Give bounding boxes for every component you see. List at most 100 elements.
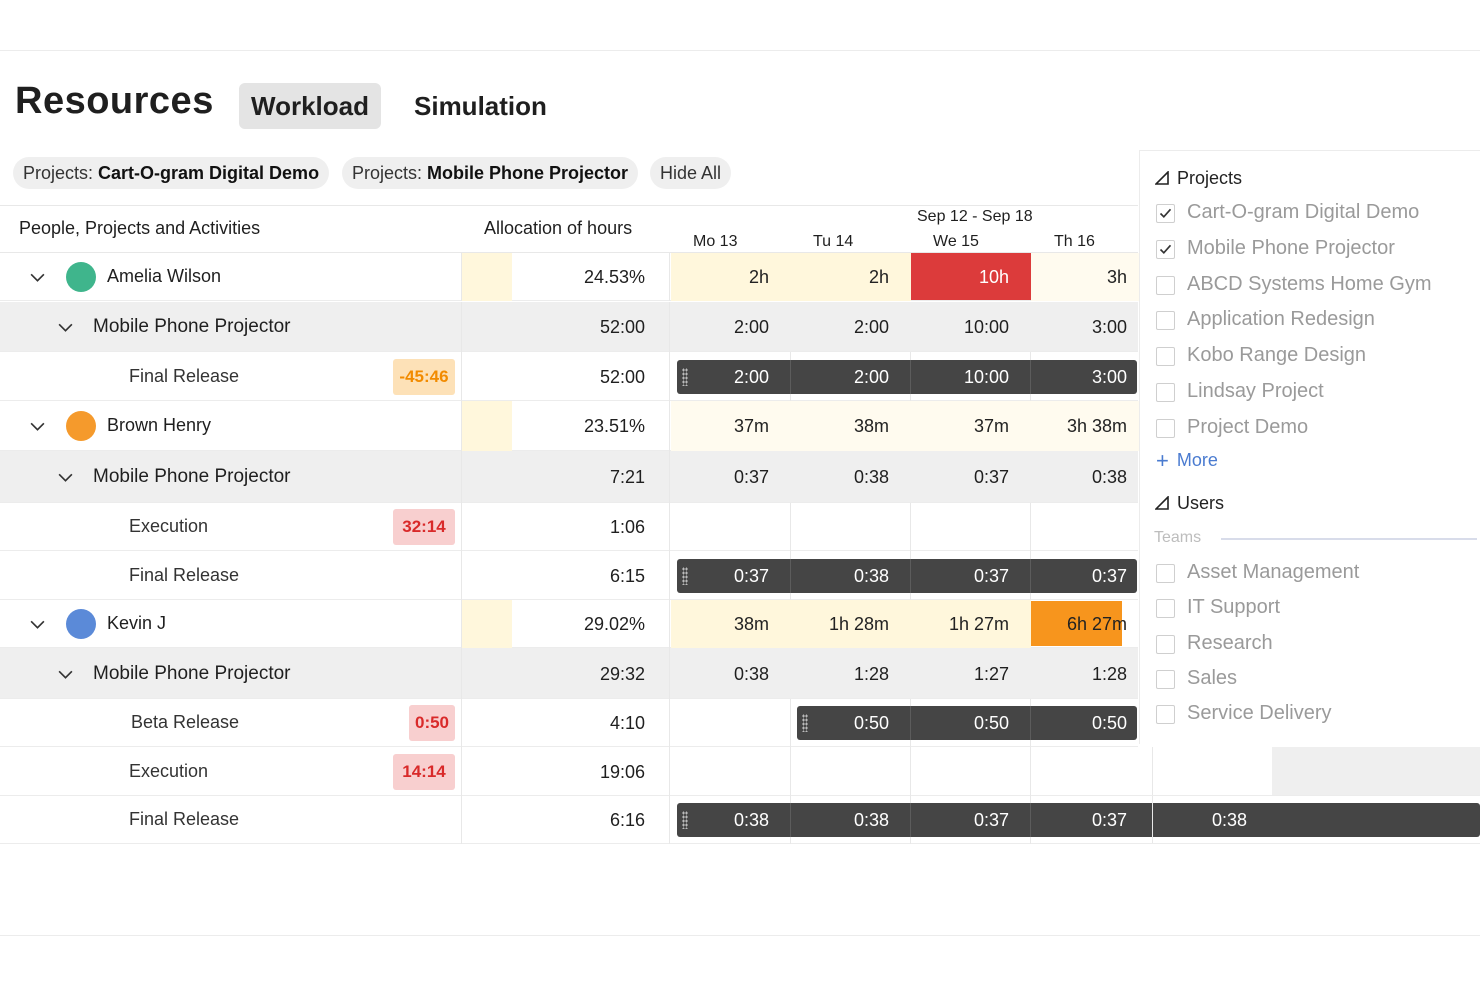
remaining-badge: -45:46 [393, 358, 455, 395]
bar-value: 3:00 [1091, 366, 1127, 387]
drag-handle-icon[interactable] [802, 714, 808, 732]
allocation-bar [462, 600, 512, 648]
column-divider [1030, 503, 1031, 551]
hide-all-button[interactable]: Hide All [650, 157, 732, 189]
chevron-down-icon[interactable] [29, 616, 46, 633]
column-divider [669, 253, 670, 301]
column-divider [669, 796, 670, 844]
activity-name[interactable]: Final Release [129, 809, 240, 829]
tab-workload[interactable]: Workload [239, 83, 381, 129]
more-projects-link[interactable]: + More [1156, 448, 1218, 474]
activity-name[interactable]: Final Release [129, 365, 240, 386]
allocation-bar [462, 253, 512, 301]
col-header-people: People, Projects and Activities [19, 218, 261, 238]
chevron-down-icon[interactable] [57, 469, 74, 486]
column-divider [461, 253, 462, 301]
projects-section-header[interactable]: Projects [1155, 168, 1242, 189]
activity-name[interactable]: Execution [129, 516, 209, 536]
tab-simulation[interactable]: Simulation [414, 91, 547, 121]
activity-name[interactable]: Execution [129, 760, 209, 781]
chevron-down-icon[interactable] [57, 319, 74, 336]
activity-total: 52:00 [599, 366, 645, 387]
day-load-cell[interactable] [671, 600, 791, 648]
checkbox-checked-icon[interactable] [1156, 239, 1175, 259]
chip-prefix: Projects: [352, 163, 428, 183]
day-load-cell[interactable] [1031, 601, 1122, 646]
allocation-percent: 24.53% [583, 267, 645, 287]
day-load-cell[interactable] [671, 253, 791, 301]
person-name[interactable]: Brown Henry [107, 415, 212, 435]
activity-bar[interactable]: 0:37 0:38 0:37 0:37 [677, 558, 1137, 593]
drag-handle-icon[interactable] [682, 367, 688, 386]
chevron-down-icon[interactable] [29, 269, 46, 286]
day-header-we: We 15 [933, 233, 979, 250]
drag-handle-icon[interactable] [682, 811, 688, 829]
activity-name[interactable]: Beta Release [131, 712, 240, 732]
drag-handle-icon[interactable] [682, 566, 688, 585]
day-load-cell[interactable] [791, 253, 911, 301]
day-load-cell[interactable] [911, 253, 1031, 300]
day-load-cell[interactable] [911, 401, 1031, 451]
checkbox-icon[interactable] [1156, 705, 1175, 725]
column-divider [461, 401, 462, 451]
activity-bar[interactable]: 0:50 0:50 0:50 [797, 706, 1137, 740]
day-load-cell[interactable] [791, 401, 911, 451]
activity-bar[interactable]: 2:00 2:00 10:00 3:00 [677, 359, 1137, 394]
bar-separator [910, 706, 911, 740]
checkbox-icon[interactable] [1156, 275, 1175, 295]
project-day-value: 2:00 [853, 317, 889, 337]
checkbox-icon[interactable] [1156, 383, 1175, 402]
activity-name[interactable]: Final Release [129, 564, 240, 585]
project-option-label: Kobo Range Design [1187, 344, 1367, 367]
day-load-cell[interactable] [911, 600, 1031, 648]
bar-separator [910, 558, 911, 593]
bar-value: 0:38 [733, 810, 769, 830]
column-divider [669, 600, 670, 648]
checkbox-icon[interactable] [1156, 634, 1175, 654]
person-name[interactable]: Kevin J [107, 613, 167, 633]
checkbox-icon[interactable] [1156, 311, 1175, 331]
project-row [0, 648, 1138, 699]
table-row [0, 699, 1138, 747]
bar-value: 0:50 [973, 713, 1009, 733]
checkbox-icon[interactable] [1156, 347, 1175, 367]
project-name[interactable]: Mobile Phone Projector [93, 316, 291, 337]
checkbox-checked-icon[interactable] [1156, 204, 1175, 223]
day-load-cell[interactable] [791, 600, 911, 648]
filter-chip-cart-o-gram[interactable]: Projects: Cart-O-gram Digital Demo [13, 157, 330, 189]
filter-chip-mobile-phone[interactable]: Projects: Mobile Phone Projector [342, 157, 639, 189]
day-load-value: 3h [1106, 267, 1127, 287]
activity-bar[interactable]: 0:38 0:38 0:37 0:37 0:38 [677, 803, 1480, 837]
column-divider [461, 699, 462, 747]
project-option-label: ABCD Systems Home Gym [1187, 272, 1432, 295]
day-load-cell[interactable] [1031, 253, 1139, 301]
checkbox-icon[interactable] [1156, 669, 1175, 689]
remaining-badge: 32:14 [393, 509, 455, 545]
project-name[interactable]: Mobile Phone Projector [93, 662, 291, 684]
bar-value: 0:37 [1091, 565, 1127, 586]
column-divider [790, 699, 791, 747]
day-load-cell[interactable] [671, 401, 791, 451]
day-load-value: 6h 27m [1066, 614, 1127, 634]
project-name[interactable]: Mobile Phone Projector [93, 466, 291, 487]
column-divider [669, 451, 670, 503]
checkbox-icon[interactable] [1156, 564, 1175, 583]
bar-value: 0:38 [853, 810, 889, 830]
project-day-value: 10:00 [963, 317, 1009, 337]
day-load-cell[interactable] [1031, 401, 1139, 451]
chevron-down-icon[interactable] [29, 418, 46, 435]
checkbox-icon[interactable] [1156, 418, 1175, 438]
project-option-label: Project Demo [1187, 415, 1309, 438]
users-section-header[interactable]: Users [1155, 493, 1224, 514]
collapse-triangle-icon [1155, 171, 1169, 185]
checkbox-icon[interactable] [1156, 599, 1175, 619]
bar-separator [790, 803, 791, 837]
chevron-down-icon[interactable] [57, 666, 74, 683]
bar-separator [1030, 706, 1031, 740]
person-row [0, 253, 1138, 301]
person-row [0, 600, 1138, 648]
bar-value: 0:38 [1211, 810, 1247, 830]
person-name[interactable]: Amelia Wilson [107, 266, 222, 286]
bar-separator [1030, 359, 1031, 394]
projects-title: Projects [1177, 168, 1243, 188]
